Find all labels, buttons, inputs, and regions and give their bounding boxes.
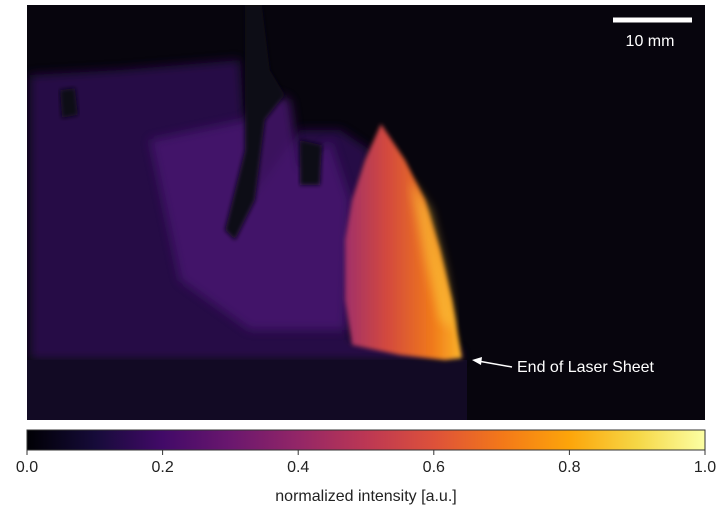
tick-label: 0.0 <box>16 459 38 476</box>
tick-label: 1.0 <box>694 459 716 476</box>
tick-label: 0.8 <box>558 459 580 476</box>
tick-label: 0.6 <box>423 459 445 476</box>
tick-label: 0.2 <box>151 459 173 476</box>
annotation: End of Laser Sheet <box>517 359 655 376</box>
scale-bar-label: 10 mm <box>626 33 675 50</box>
figure: 10 mm End of Laser Sheet normalized inte… <box>0 0 720 510</box>
colorbar-label: normalized intensity [a.u.] <box>275 488 456 505</box>
colorbar <box>27 430 705 450</box>
tick-label: 0.4 <box>287 459 309 476</box>
laser-image <box>27 5 705 420</box>
